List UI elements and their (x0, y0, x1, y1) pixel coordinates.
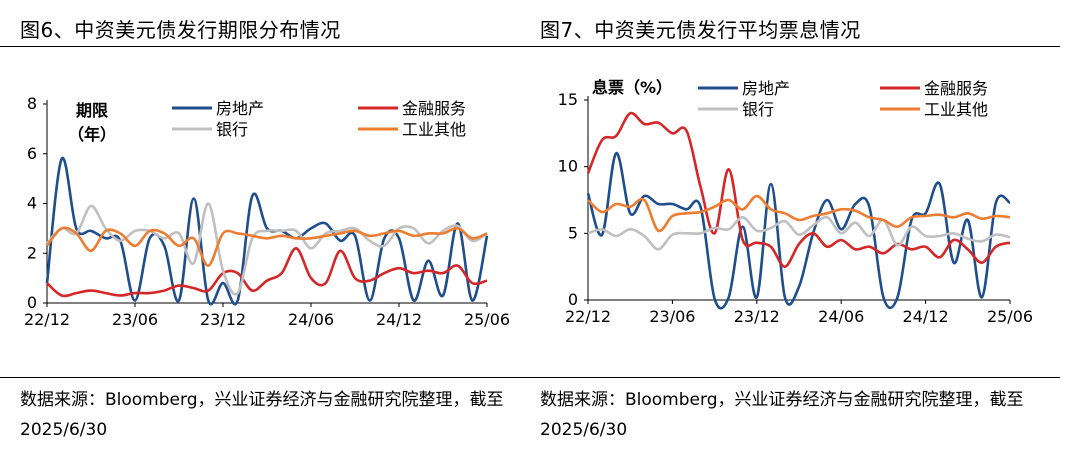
x-tick-label: 23/12 (734, 307, 780, 326)
y-tick-label: 0 (27, 293, 37, 312)
chart-title: 图6、中资美元债发行期限分布情况 (20, 18, 341, 42)
x-tick-label: 22/12 (565, 307, 611, 326)
legend-label-industrial-other: 工业其他 (402, 120, 466, 139)
legend-label-banks: 银行 (742, 100, 774, 119)
legend-label-financial-services: 金融服务 (402, 99, 466, 118)
series-line-industrial-other (587, 194, 1011, 233)
y-tick-label: 6 (27, 144, 37, 163)
y-tick-label: 0 (568, 290, 578, 309)
x-tick-label: 24/06 (288, 310, 334, 329)
series-line-industrial-other (45, 226, 488, 267)
x-tick-label: 23/06 (112, 310, 158, 329)
legend-label-banks: 银行 (216, 120, 248, 139)
x-tick-label: 25/06 (464, 310, 510, 329)
maturity-chart-svg: 0 2 4 6 8 22/12 23/06 23/12 24/06 24/12 25/06 房地产 金融… (24, 94, 510, 329)
legend-label-real-estate: 房地产 (216, 99, 264, 118)
source-rule (0, 377, 540, 378)
legend-label-industrial-other: 工业其他 (924, 100, 988, 119)
x-tick-label: 24/06 (818, 307, 864, 326)
coupon-chart-svg: 0 5 10 15 22/12 23/06 23/12 24/06 24/12 25/06 房地产 金… (558, 78, 1033, 326)
chart-panel-maturity: 图6、中资美元债发行期限分布情况 0 2 4 6 8 22/12 23/06 23/12 24/… (0, 18, 540, 440)
x-tick-label: 24/12 (376, 310, 422, 329)
y-axis-label: 息票（%） (592, 78, 672, 97)
series-line-real-estate (45, 156, 489, 306)
x-tick-label: 23/06 (649, 307, 695, 326)
x-tick-label: 23/12 (200, 310, 246, 329)
y-axis-label: 期限 (76, 101, 109, 120)
legend-label-real-estate: 房地产 (742, 79, 790, 98)
title-rule (0, 46, 540, 47)
series-line-financial-services (586, 111, 1011, 268)
source-note: 数据来源：Bloomberg，兴业证券经济与金融研究院整理，截至2025/6/3… (20, 390, 504, 440)
chart-panel-coupon: 图7、中资美元债发行平均票息情况 0 5 10 15 22/12 23/06 23/12 24… (540, 0, 1080, 450)
y-tick-label: 8 (27, 94, 37, 113)
series-line-banks (587, 215, 1011, 251)
y-axis-unit-label: （年） (68, 125, 116, 144)
series-line-real-estate (586, 151, 1011, 310)
y-tick-label: 5 (568, 223, 578, 242)
y-tick-label: 4 (27, 194, 37, 213)
chart-title: 图7、中资美元债发行平均票息情况 (540, 18, 861, 42)
title-rule (540, 46, 1060, 47)
y-tick-label: 10 (558, 157, 578, 176)
legend-label-financial-services: 金融服务 (924, 79, 988, 98)
x-tick-label: 24/12 (903, 307, 949, 326)
x-tick-label: 22/12 (24, 310, 70, 329)
source-note: 数据来源：Bloomberg，兴业证券经济与金融研究院整理，截至2025/6/3… (540, 390, 1024, 440)
y-tick-label: 15 (558, 90, 578, 109)
x-tick-label: 25/06 (987, 307, 1033, 326)
source-rule (540, 377, 1060, 378)
series-line-banks (46, 202, 488, 296)
y-tick-label: 2 (27, 243, 37, 262)
series-line-financial-services (46, 247, 488, 298)
